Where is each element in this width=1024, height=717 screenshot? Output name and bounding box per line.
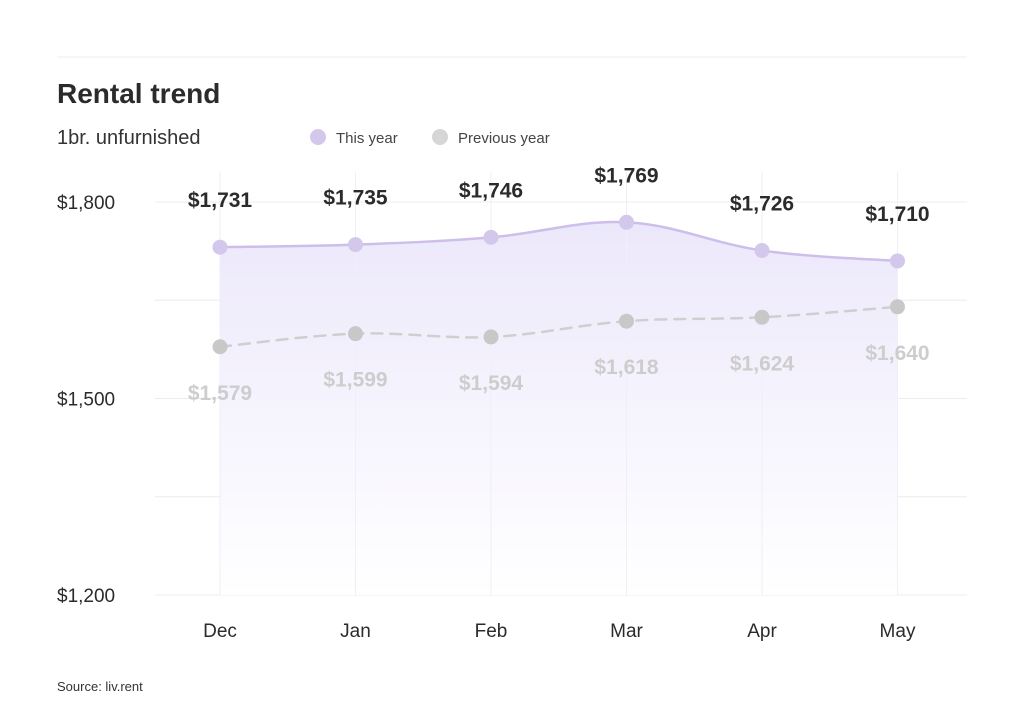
- previous-year-label-jan: $1,599: [323, 369, 387, 392]
- legend-previous-year-marker: [432, 129, 448, 145]
- previous-year-label-dec: $1,579: [188, 382, 252, 405]
- chart-title: Rental trend: [57, 78, 220, 109]
- previous-year-point-may: [890, 299, 905, 315]
- x-tick-jan: Jan: [340, 621, 371, 642]
- x-tick-apr: Apr: [747, 621, 777, 642]
- legend-this-year-label: This year: [336, 130, 398, 147]
- y-tick-1500: $1,500: [57, 390, 115, 411]
- this-year-point-mar: [619, 214, 634, 230]
- legend-this-year-marker: [310, 129, 326, 145]
- this-year-point-may: [890, 253, 905, 269]
- previous-year-point-feb: [483, 329, 499, 345]
- chart-subtitle: 1br. unfurnished: [57, 127, 200, 149]
- this-year-area: [220, 222, 898, 596]
- this-year-label-feb: $1,746: [459, 179, 523, 202]
- previous-year-label-may: $1,640: [865, 342, 929, 365]
- x-axis: Dec Jan Feb Mar Apr May: [203, 621, 916, 642]
- previous-year-point-apr: [754, 309, 770, 325]
- y-tick-1800: $1,800: [57, 193, 115, 214]
- this-year-point-feb: [483, 229, 499, 245]
- this-year-label-jan: $1,735: [323, 187, 388, 210]
- x-tick-mar: Mar: [610, 621, 643, 642]
- x-tick-may: May: [880, 621, 916, 642]
- series-lines: [218, 220, 899, 349]
- previous-year-point-mar: [619, 313, 634, 329]
- this-year-line: [219, 220, 898, 263]
- previous-year-point-dec: [212, 339, 228, 355]
- x-tick-dec: Dec: [203, 621, 237, 642]
- this-year-label-may: $1,710: [865, 203, 929, 226]
- this-year-point-jan: [348, 237, 363, 253]
- legend-previous-year-label: Previous year: [458, 130, 550, 147]
- legend: This year Previous year: [310, 129, 550, 147]
- this-year-label-apr: $1,726: [730, 192, 794, 215]
- data-points: [212, 214, 905, 355]
- previous-year-label-feb: $1,594: [459, 372, 524, 395]
- this-year-point-apr: [754, 242, 770, 258]
- previous-year-point-jan: [348, 326, 363, 342]
- this-year-label-dec: $1,731: [188, 189, 253, 212]
- previous-year-label-mar: $1,618: [594, 356, 659, 379]
- data-labels: $1,731 $1,735 $1,746 $1,769 $1,726 $1,710 $1,5…: [188, 164, 930, 404]
- this-year-label-mar: $1,769: [594, 164, 658, 187]
- y-axis: $1,200 $1,500 $1,800: [57, 193, 115, 607]
- source-note: Source: liv.rent: [57, 679, 143, 694]
- this-year-point-dec: [212, 239, 228, 255]
- x-tick-feb: Feb: [475, 621, 508, 642]
- y-tick-1200: $1,200: [57, 586, 115, 607]
- previous-year-label-apr: $1,624: [730, 352, 795, 375]
- area-fill: [220, 222, 898, 596]
- previous-year-line: [218, 305, 899, 349]
